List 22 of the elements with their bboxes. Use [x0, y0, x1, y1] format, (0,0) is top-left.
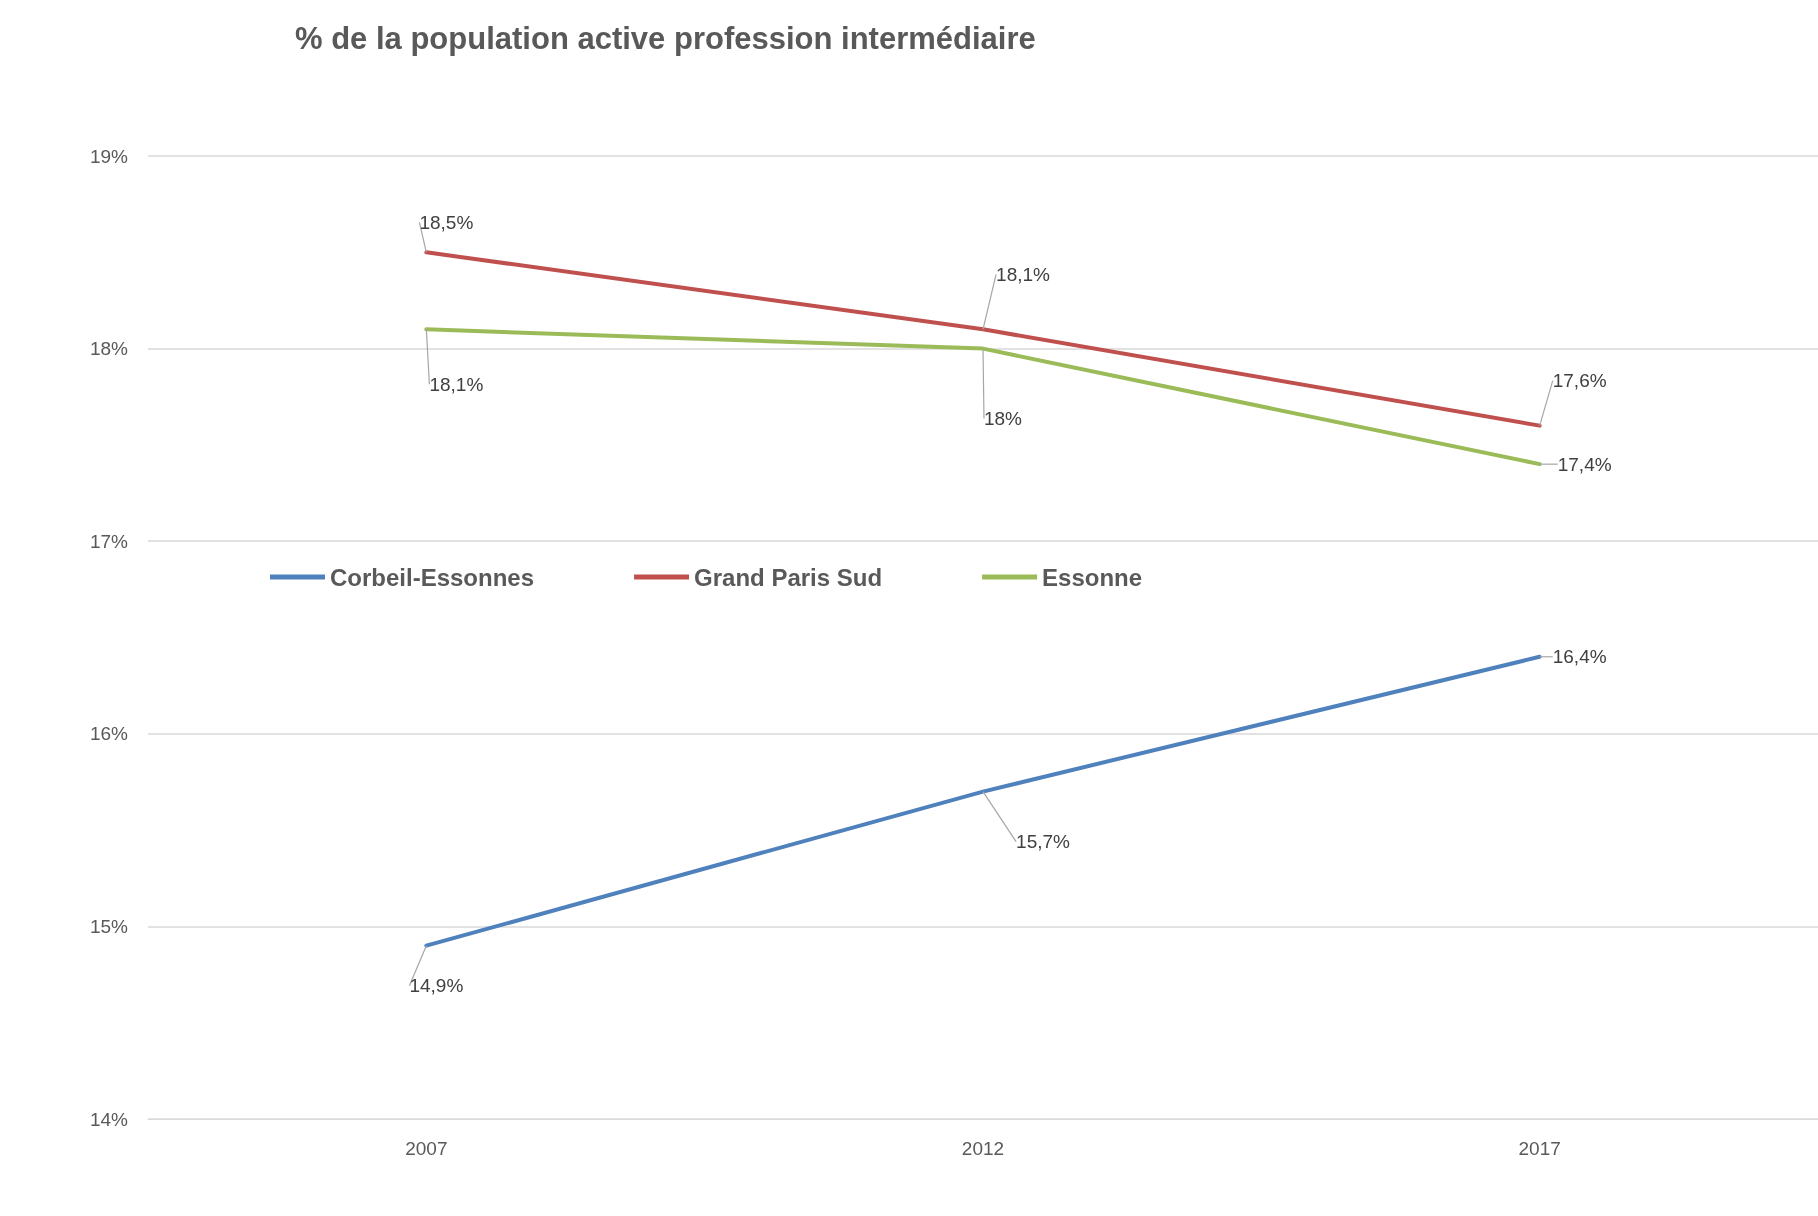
x-tick-label: 2017 [1518, 1138, 1561, 1159]
x-tick-label: 2007 [405, 1138, 448, 1159]
legend-label: Corbeil-Essonnes [330, 563, 535, 591]
data-label: 17,6% [1552, 370, 1607, 392]
data-label: 15,7% [1016, 831, 1071, 853]
data-label: 18,1% [429, 373, 484, 395]
data-label: 14,9% [409, 975, 464, 997]
data-label: 18% [983, 408, 1023, 430]
data-label: 17,4% [1557, 453, 1612, 475]
y-tick-label: 14% [89, 1108, 129, 1130]
y-tick-label: 17% [89, 530, 129, 552]
y-tick-label: 19% [89, 145, 129, 167]
y-tick-label: 16% [89, 723, 129, 745]
data-label: 16,4% [1552, 646, 1607, 668]
data-label: 18,5% [419, 211, 474, 233]
legend-label: Essonne [1042, 563, 1143, 591]
legend-label: Grand Paris Sud [694, 563, 883, 591]
y-tick-label: 15% [89, 915, 129, 937]
data-label: 18,1% [996, 263, 1051, 285]
chart-title: % de la population active profession intermédiaire [295, 21, 1036, 56]
x-tick-label: 2012 [961, 1138, 1005, 1159]
y-tick-label: 18% [89, 338, 129, 360]
